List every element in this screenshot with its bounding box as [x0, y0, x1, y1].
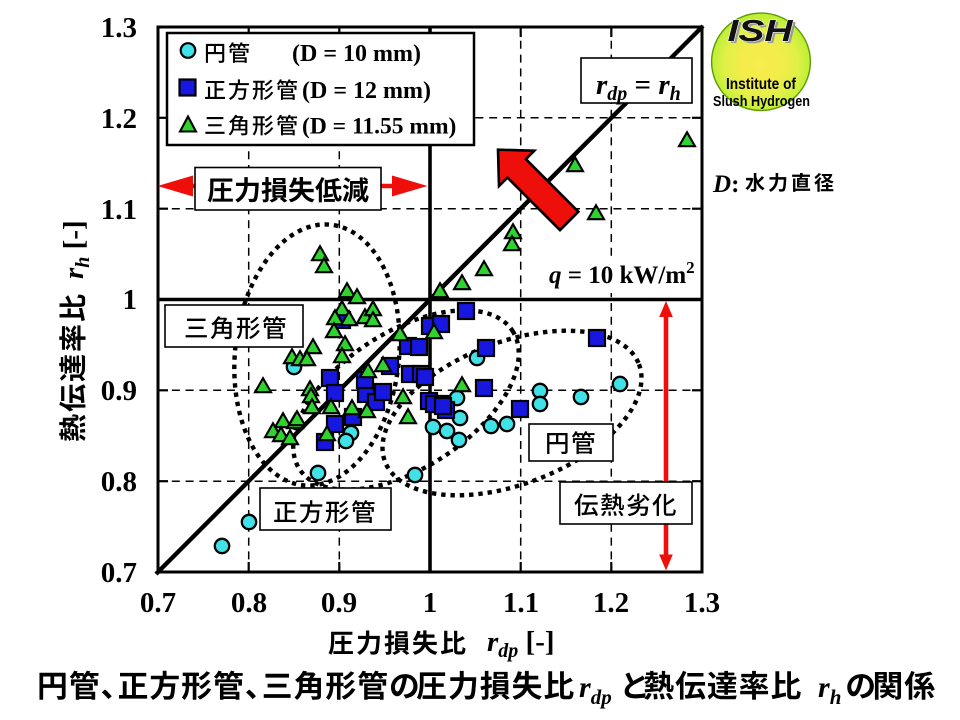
svg-text:Slush Hydrogen: Slush Hydrogen — [713, 94, 810, 110]
svg-text:ISH: ISH — [730, 15, 796, 50]
svg-text:1.2: 1.2 — [101, 103, 137, 135]
svg-text:rdp [-]: rdp [-] — [487, 626, 555, 662]
svg-text:0.9: 0.9 — [101, 375, 137, 407]
svg-text:(D = 12 mm): (D = 12 mm) — [302, 78, 431, 104]
svg-text:(D = 11.55 mm): (D = 11.55 mm) — [302, 114, 456, 140]
svg-text:0.8: 0.8 — [231, 587, 267, 619]
svg-text:1: 1 — [423, 587, 438, 619]
svg-text:rh [-]: rh [-] — [58, 220, 94, 279]
svg-text:q = 10 kW/m2: q = 10 kW/m2 — [549, 258, 695, 289]
svg-text:0.7: 0.7 — [140, 587, 176, 619]
svg-text:(D = 10 mm): (D = 10 mm) — [292, 41, 421, 67]
svg-text:ISH: ISH — [728, 13, 794, 48]
svg-text:D:: D: — [712, 171, 739, 198]
svg-text:1.2: 1.2 — [593, 587, 629, 619]
svg-text:Institute of: Institute of — [726, 76, 797, 93]
svg-text:1.1: 1.1 — [101, 194, 137, 226]
svg-text:0.9: 0.9 — [321, 587, 357, 619]
svg-text:1.3: 1.3 — [101, 12, 137, 44]
svg-text:1: 1 — [123, 284, 138, 316]
svg-text:0.8: 0.8 — [101, 466, 137, 498]
svg-text:1.3: 1.3 — [684, 587, 720, 619]
svg-text:0.7: 0.7 — [101, 557, 137, 589]
svg-text:1.1: 1.1 — [503, 587, 539, 619]
